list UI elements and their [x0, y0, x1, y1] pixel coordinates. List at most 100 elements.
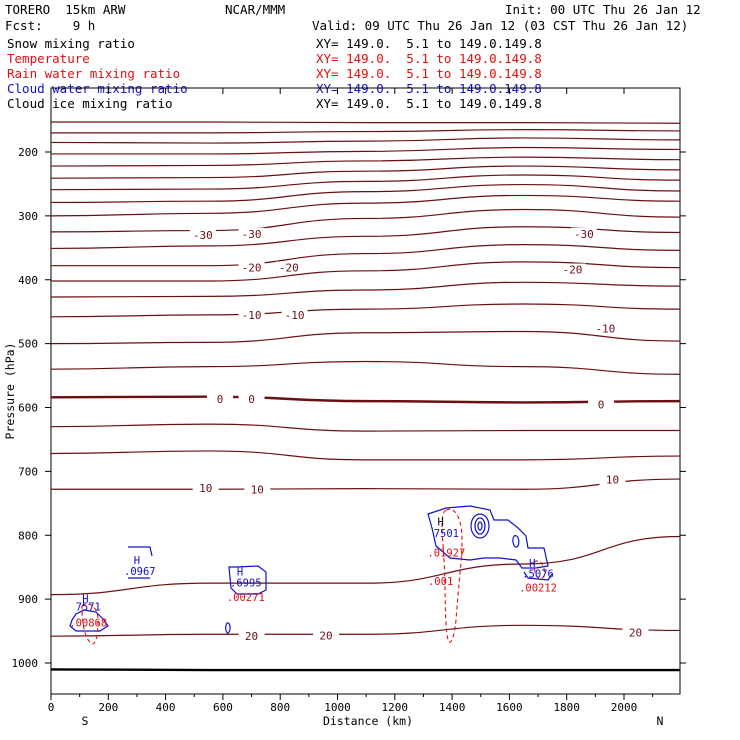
contour-label-bg — [622, 626, 649, 639]
field-snow-name: Snow mixing ratio — [7, 36, 135, 51]
contour-label-bg — [244, 483, 271, 496]
cloud-water-contour — [523, 571, 553, 581]
contour-label-bg — [189, 229, 216, 242]
rain-water-contour — [81, 603, 99, 645]
contour-label: 10 — [251, 483, 264, 496]
contour-label: -20 — [562, 264, 582, 277]
x-tick-label: 1800 — [553, 701, 580, 714]
field-cloudice-xy: XY= 149.0. 5.1 to 149.0.149.8 — [316, 96, 542, 111]
field-rain-xy: XY= 149.0. 5.1 to 149.0.149.8 — [316, 66, 542, 81]
isotherm-layer — [50, 121, 681, 672]
mixing-ratio-label: .001 — [428, 576, 453, 588]
cloud-water-contour — [470, 513, 490, 539]
field-temperature-name: Temperature — [7, 51, 90, 66]
contour-label: -30 — [242, 228, 262, 241]
x-axis-south-label: S — [82, 714, 89, 728]
mixing-ratio-label: .00271 — [227, 592, 265, 604]
isotherm-line — [50, 668, 680, 672]
mixing-ratio-label: .00868 — [69, 618, 107, 630]
isotherm-line — [50, 281, 681, 298]
x-tick-label: 0 — [48, 701, 55, 714]
x-tick-label: 200 — [98, 701, 118, 714]
mixing-ratio-label: H — [82, 593, 88, 605]
mixing-ratio-label: 7501 — [434, 528, 459, 540]
isotherm-line — [51, 146, 681, 155]
isotherm-line — [50, 174, 681, 191]
x-tick-label: 1400 — [439, 701, 466, 714]
rain-water-contour — [533, 560, 545, 580]
cloud-water-contour — [512, 535, 520, 548]
mixing-ratio-label: .0967 — [124, 566, 156, 578]
label-layer: -30 -30 -30 -20 -20 -20 -10 -10 -10 0 0 0 10 10 10 20 20… — [69, 227, 649, 643]
contour-label: -10 — [242, 309, 262, 322]
init-label: Init: 00 UTC Thu 26 Jan 12 — [505, 2, 701, 17]
plot-frame — [50, 87, 681, 695]
mixing-ratio-label: H — [134, 555, 140, 567]
isotherm-line — [50, 624, 681, 637]
contour-label: 20 — [629, 626, 642, 639]
isotherm-line — [50, 450, 681, 461]
y-tick-label: 600 — [18, 402, 38, 415]
contour-label: 10 — [199, 482, 212, 495]
contour-label: -10 — [285, 309, 305, 322]
center-label: NCAR/MMM — [225, 2, 286, 17]
contour-label: -30 — [193, 229, 213, 242]
mixing-ratio-label: H — [237, 566, 243, 578]
cloud-precip-layer — [69, 505, 553, 645]
isotherm-line — [50, 303, 681, 318]
isotherm-line — [50, 137, 681, 144]
isotherm-line — [50, 183, 681, 204]
x-tick-label: 600 — [213, 701, 233, 714]
isotherm-line — [50, 165, 681, 179]
contour-label-bg — [238, 308, 265, 321]
field-cloudice-name: Cloud ice mixing ratio — [7, 96, 173, 111]
y-tick-label: 800 — [18, 529, 38, 542]
x-tick-label: 1200 — [382, 701, 409, 714]
mixing-ratio-label: .5076 — [522, 568, 554, 580]
contour-label: 0 — [248, 393, 255, 406]
y-axis-title: Pressure (hPa) — [3, 343, 17, 440]
contour-label-bg — [238, 393, 265, 406]
contour-label: -10 — [595, 322, 615, 335]
x-tick-label: 1600 — [496, 701, 523, 714]
y-tick-label: 400 — [18, 274, 38, 287]
isotherm-line — [51, 129, 681, 134]
cloud-water-contour — [477, 521, 483, 531]
isotherm-line — [50, 423, 680, 432]
isotherm-line — [51, 121, 681, 124]
contour-label: 20 — [245, 630, 258, 643]
valid-label: Valid: 09 UTC Thu 26 Jan 12 (03 CST Thu … — [312, 18, 689, 33]
contour-label: -20 — [242, 262, 262, 275]
x-axis-title: Distance (km) — [323, 714, 413, 728]
contour-label-bg — [238, 630, 265, 643]
contour-label-bg — [559, 263, 586, 276]
x-tick-label: 1000 — [324, 701, 351, 714]
mixing-ratio-label: H — [529, 558, 535, 570]
isotherm-line — [50, 395, 681, 404]
mixing-ratio-label: .00212 — [519, 582, 557, 594]
mixing-ratio-label: 7571 — [76, 602, 101, 614]
x-tick-label: 2000 — [611, 701, 638, 714]
cloud-water-contour — [69, 609, 109, 632]
field-snow-xy: XY= 149.0. 5.1 to 149.0.149.8 — [316, 36, 542, 51]
mixing-ratio-label: .01927 — [427, 547, 465, 559]
isotherm-line — [50, 330, 681, 345]
isotherm-line — [50, 244, 681, 267]
y-tick-label: 900 — [18, 593, 38, 606]
contour-label-bg — [275, 261, 302, 274]
contour-label: 0 — [598, 398, 605, 411]
isotherm-line — [50, 478, 681, 490]
field-temperature-xy: XY= 149.0. 5.1 to 149.0.149.8 — [316, 51, 542, 66]
contour-label: -30 — [574, 228, 594, 241]
mixing-ratio-label: .6995 — [230, 577, 262, 589]
isotherm-line — [50, 360, 681, 375]
cloud-water-contour — [427, 505, 549, 569]
isotherm-line — [50, 208, 681, 233]
cloud-water-contour — [474, 517, 486, 535]
isotherm-line — [51, 261, 681, 282]
cloud-water-contour — [225, 622, 231, 634]
contour-label-bg — [238, 261, 265, 274]
contour-label-bg — [192, 481, 219, 494]
fcst-label: Fcst: 9 h — [5, 18, 96, 33]
